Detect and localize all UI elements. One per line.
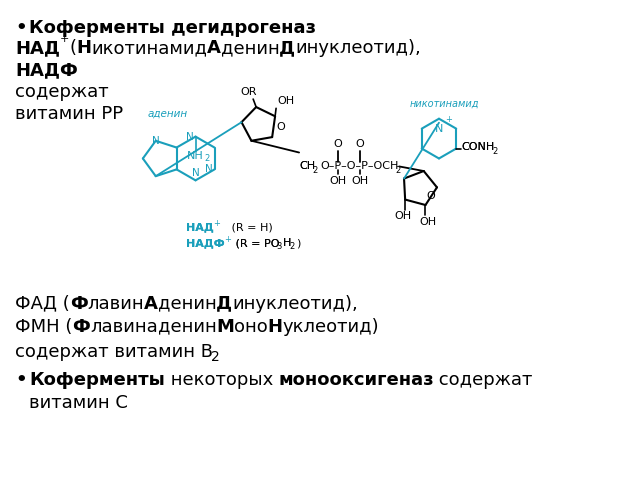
Text: НАДФ: НАДФ [15,61,78,79]
Text: 3: 3 [276,242,282,251]
Text: O: O [356,139,364,148]
Text: OH: OH [395,212,412,221]
Text: N: N [191,168,200,179]
Text: НАД: НАД [15,39,60,57]
Text: (R = PO: (R = PO [232,238,280,248]
Text: Ф: Ф [70,295,88,312]
Text: CH: CH [299,161,316,171]
Text: некоторых: некоторых [164,371,278,389]
Text: ): ) [296,238,300,248]
Text: 2: 2 [290,242,295,251]
Text: лавина: лавина [90,318,158,336]
Text: +: + [213,219,220,228]
Text: N: N [435,124,443,133]
Text: НАД: НАД [186,222,213,232]
Text: NH: NH [187,151,204,160]
Text: CONH: CONH [461,142,495,152]
Text: Коферменты дегидрогеназ: Коферменты дегидрогеназ [29,19,316,37]
Text: N: N [152,136,159,146]
Text: +: + [445,115,452,124]
Text: (R = H): (R = H) [221,222,273,232]
Text: НАДФ: НАДФ [186,238,224,248]
Text: содержат: содержат [433,371,532,389]
Text: OH: OH [419,217,436,227]
Text: денин: денин [221,39,280,57]
Text: OH: OH [330,176,347,186]
Text: (R = PO: (R = PO [232,238,280,248]
Text: O–P–O–P–OCH: O–P–O–P–OCH [320,161,399,171]
Text: уклеотид): уклеотид) [282,318,379,336]
Text: •: • [15,19,27,37]
Text: 2: 2 [312,166,317,175]
Text: НАДФ: НАДФ [186,238,224,248]
Text: витамин С: витамин С [29,394,128,412]
Text: +: + [60,34,70,44]
Text: НАД: НАД [186,222,213,232]
Text: ФАД (: ФАД ( [15,295,70,312]
Text: 2: 2 [492,147,497,156]
Text: А: А [207,39,221,57]
Text: содержат витамин В: содержат витамин В [15,343,213,361]
Text: N: N [205,165,212,174]
Text: CONH: CONH [461,142,495,152]
Text: 2: 2 [205,155,210,164]
Text: А: А [144,295,158,312]
Text: OH: OH [351,176,369,186]
Text: (: ( [70,39,76,57]
Text: Д: Д [216,295,232,312]
Text: OR: OR [240,87,257,97]
Text: H: H [284,238,292,248]
Text: лавин: лавин [88,295,144,312]
Text: оно: оно [234,318,268,336]
Text: витамин РР: витамин РР [15,105,124,123]
Text: содержат: содержат [15,83,109,101]
Text: монооксигеназ: монооксигеназ [278,371,434,389]
Text: ФМН (: ФМН ( [15,318,73,336]
Text: Ф: Ф [72,318,90,336]
Text: O: O [276,122,285,132]
Text: Д: Д [279,39,295,57]
Text: OH: OH [277,96,294,107]
Text: O: O [333,139,342,148]
Text: инуклеотид),: инуклеотид), [295,39,421,57]
Text: аденин: аденин [148,108,188,119]
Text: +: + [224,235,231,244]
Text: N: N [186,132,193,142]
Text: H: H [284,238,292,248]
Text: CH: CH [299,161,316,171]
Text: Н: Н [268,318,282,336]
Text: денин: денин [157,295,216,312]
Text: денин: денин [157,318,216,336]
Text: никотинамид: никотинамид [409,99,479,109]
Text: 2: 2 [211,350,220,364]
Text: O: O [427,191,436,201]
Text: Коферменты: Коферменты [29,371,165,389]
Text: •: • [15,371,27,389]
Text: икотинамид: икотинамид [92,39,207,57]
Text: М: М [216,318,234,336]
Text: инуклеотид),: инуклеотид), [232,295,358,312]
Text: Н: Н [76,39,92,57]
Text: 2: 2 [395,166,401,175]
